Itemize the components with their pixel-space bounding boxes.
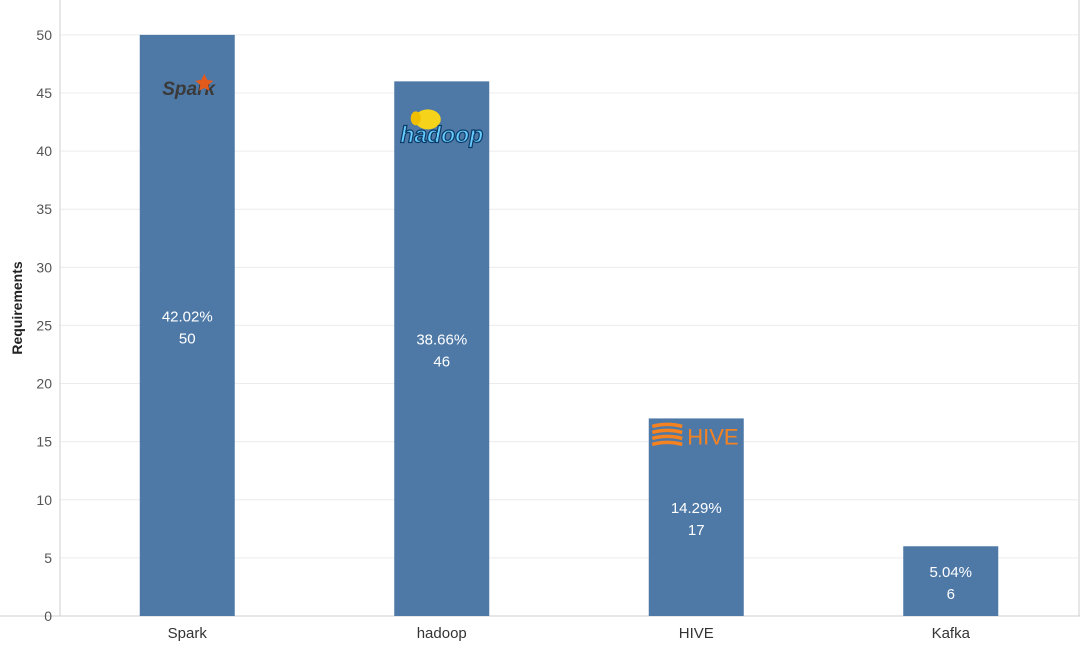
y-tick-label: 20 — [36, 376, 52, 392]
hive-logo-text: HIVE — [687, 424, 738, 449]
y-tick-label: 40 — [36, 143, 52, 159]
y-tick-label: 30 — [36, 259, 52, 275]
bar-value-label: 46 — [433, 354, 450, 371]
y-tick-label: 15 — [36, 434, 52, 450]
x-category-label: hadoop — [417, 625, 467, 642]
bar-percent-label: 42.02% — [162, 308, 213, 325]
bar-spark[interactable] — [139, 34, 235, 617]
y-tick-label: 10 — [36, 492, 52, 508]
x-category-label: Kafka — [932, 625, 971, 642]
bar-percent-label: 5.04% — [929, 564, 972, 581]
spark-star-icon — [195, 73, 214, 91]
y-tick-label: 35 — [36, 201, 52, 217]
bar-percent-label: 14.29% — [671, 500, 722, 517]
hive-stripe-icon — [651, 434, 683, 441]
y-tick-label: 25 — [36, 317, 52, 333]
hive-stripe-icon — [651, 428, 683, 435]
y-tick-label: 5 — [44, 550, 52, 566]
hive-stripe-icon — [651, 440, 683, 447]
bar-value-label: 17 — [688, 522, 705, 539]
y-tick-label: 45 — [36, 85, 52, 101]
x-category-label: Spark — [168, 625, 208, 642]
y-tick-label: 50 — [36, 27, 52, 43]
x-category-label: HIVE — [679, 625, 714, 642]
hadoop-elephant-ear-icon — [410, 111, 421, 126]
y-axis-title: Requirements — [9, 261, 25, 355]
bar-value-label: 50 — [179, 330, 196, 347]
y-tick-label: 0 — [44, 608, 52, 624]
hadoop-logo: hadoop — [400, 109, 484, 148]
bar-hive[interactable] — [648, 418, 744, 616]
spark-logo: Spark — [162, 73, 216, 100]
bar-kafka[interactable] — [903, 546, 999, 616]
hadoop-elephant-icon — [414, 109, 441, 130]
hive-logo: HIVE — [651, 422, 739, 449]
hive-stripe-icon — [651, 422, 683, 429]
bar-hadoop[interactable] — [394, 81, 490, 616]
bar-value-label: 6 — [947, 586, 955, 603]
hadoop-logo-text: hadoop — [400, 121, 483, 147]
bar-percent-label: 38.66% — [416, 332, 467, 349]
